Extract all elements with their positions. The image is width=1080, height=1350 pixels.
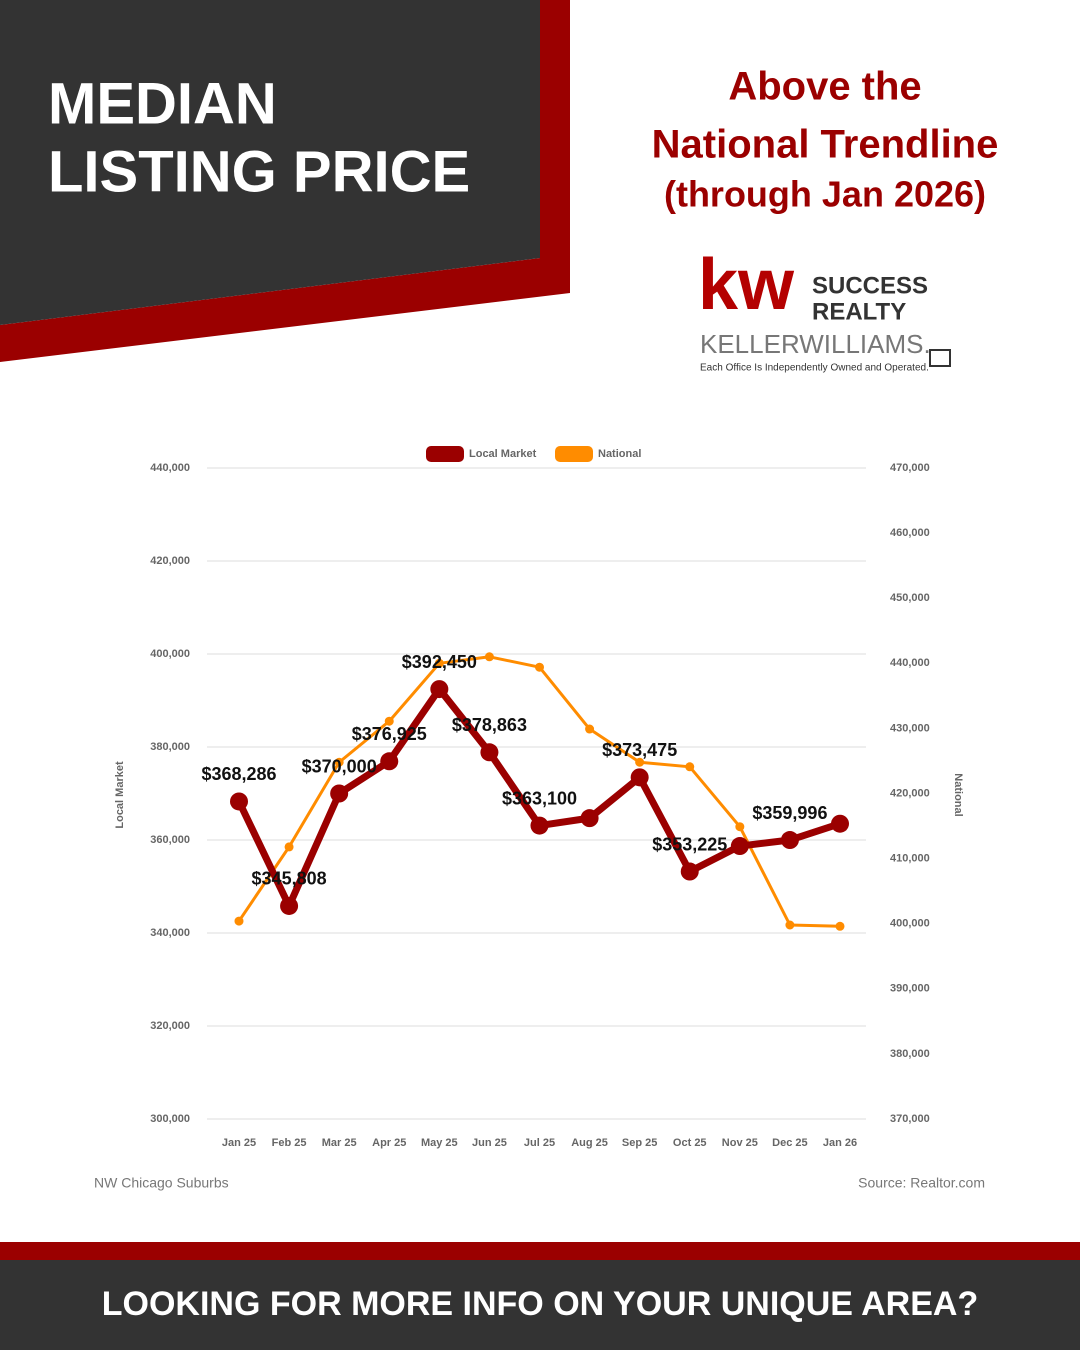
data-point	[384, 716, 394, 726]
data-point	[780, 831, 799, 850]
y2-tick-label: 470,000	[890, 462, 930, 474]
data-point	[585, 724, 595, 734]
data-label: $376,925	[352, 724, 427, 744]
footer-cta[interactable]: LOOKING FOR MORE INFO ON YOUR UNIQUE ARE…	[102, 1285, 978, 1323]
data-point	[785, 920, 795, 930]
tagline: National Trendline	[652, 123, 999, 167]
x-tick-label: Mar 25	[322, 1137, 357, 1149]
y-tick-label: 400,000	[150, 648, 190, 660]
logo-mark: kw	[698, 245, 795, 325]
header-title: LISTING PRICE	[48, 139, 470, 204]
x-tick-label: Jul 25	[524, 1137, 555, 1149]
y-tick-label: 420,000	[150, 555, 190, 567]
y2-tick-label: 400,000	[890, 918, 930, 930]
y2-tick-label: 440,000	[890, 657, 930, 669]
data-point	[685, 762, 695, 772]
data-point	[635, 757, 645, 767]
footer-bar	[0, 1260, 1080, 1350]
header-block	[0, 0, 540, 325]
data-point	[484, 652, 494, 662]
data-point	[234, 916, 244, 926]
data-label: $368,286	[201, 764, 276, 784]
data-label: $373,475	[602, 740, 677, 760]
y2-tick-label: 380,000	[890, 1048, 930, 1060]
data-point	[330, 784, 349, 803]
legend-label: Local Market	[469, 448, 537, 460]
data-point	[430, 680, 449, 699]
x-tick-label: Jan 25	[222, 1137, 256, 1149]
data-point	[530, 816, 549, 835]
data-point	[480, 743, 499, 762]
data-point	[831, 814, 849, 833]
data-point	[730, 837, 749, 856]
data-point	[230, 792, 248, 811]
data-point	[280, 896, 299, 915]
x-tick-label: Apr 25	[372, 1137, 406, 1149]
chart-note: NW Chicago Suburbs	[94, 1175, 229, 1191]
data-point	[334, 757, 344, 767]
x-tick-label: Aug 25	[571, 1137, 608, 1149]
y-tick-label: 320,000	[150, 1020, 190, 1032]
data-point	[380, 752, 399, 771]
y2-tick-label: 410,000	[890, 853, 930, 865]
header-accent	[0, 0, 570, 362]
data-label: $359,996	[752, 803, 827, 823]
chart-source: Source: Realtor.com	[858, 1175, 985, 1191]
footer-accent	[0, 1242, 1080, 1260]
y2-tick-label: 370,000	[890, 1113, 930, 1125]
y2-axis-title: National	[952, 773, 964, 816]
legend-swatch	[555, 446, 593, 462]
y-tick-label: 380,000	[150, 741, 190, 753]
x-tick-label: Jun 25	[472, 1137, 507, 1149]
legend-label: National	[598, 448, 641, 460]
y-axis-title: Local Market	[114, 761, 126, 829]
data-label: $378,863	[452, 715, 527, 735]
x-tick-label: Sep 25	[622, 1137, 657, 1149]
data-point	[535, 662, 544, 672]
data-point	[434, 658, 444, 668]
y2-tick-label: 460,000	[890, 527, 930, 539]
legend-swatch	[426, 446, 464, 462]
x-tick-label: Oct 25	[673, 1137, 707, 1149]
y2-tick-label: 390,000	[890, 983, 930, 995]
data-label: $353,225	[652, 834, 727, 854]
tagline: (through Jan 2026)	[664, 174, 986, 215]
data-label: $392,450	[402, 652, 477, 672]
y-tick-label: 300,000	[150, 1113, 190, 1125]
data-point	[680, 862, 699, 881]
equal-housing-icon	[929, 349, 951, 367]
x-tick-label: May 25	[421, 1137, 458, 1149]
y2-tick-label: 420,000	[890, 787, 930, 799]
logo-brand: SUCCESS	[812, 272, 928, 299]
y2-tick-label: 430,000	[890, 722, 930, 734]
logo-brand: REALTY	[812, 298, 906, 325]
logo-disclaimer: Each Office Is Independently Owned and O…	[700, 363, 929, 374]
data-label: $345,808	[252, 869, 327, 889]
y-tick-label: 440,000	[150, 462, 190, 474]
data-label: $363,100	[502, 788, 577, 808]
data-point	[835, 921, 845, 931]
data-point	[735, 822, 745, 832]
x-tick-label: Feb 25	[272, 1137, 307, 1149]
logo-company: KELLERWILLIAMS.	[700, 329, 931, 359]
y-tick-label: 360,000	[150, 834, 190, 846]
y2-tick-label: 450,000	[890, 592, 930, 604]
data-label: $370,000	[302, 756, 377, 776]
data-point	[284, 842, 294, 852]
tagline: Above the	[728, 65, 921, 109]
data-point	[580, 809, 599, 828]
data-point	[630, 768, 649, 787]
header-title: MEDIAN	[48, 71, 277, 136]
y-tick-label: 340,000	[150, 927, 190, 939]
x-tick-label: Dec 25	[772, 1137, 807, 1149]
x-tick-label: Nov 25	[722, 1137, 758, 1149]
x-tick-label: Jan 26	[823, 1137, 857, 1149]
